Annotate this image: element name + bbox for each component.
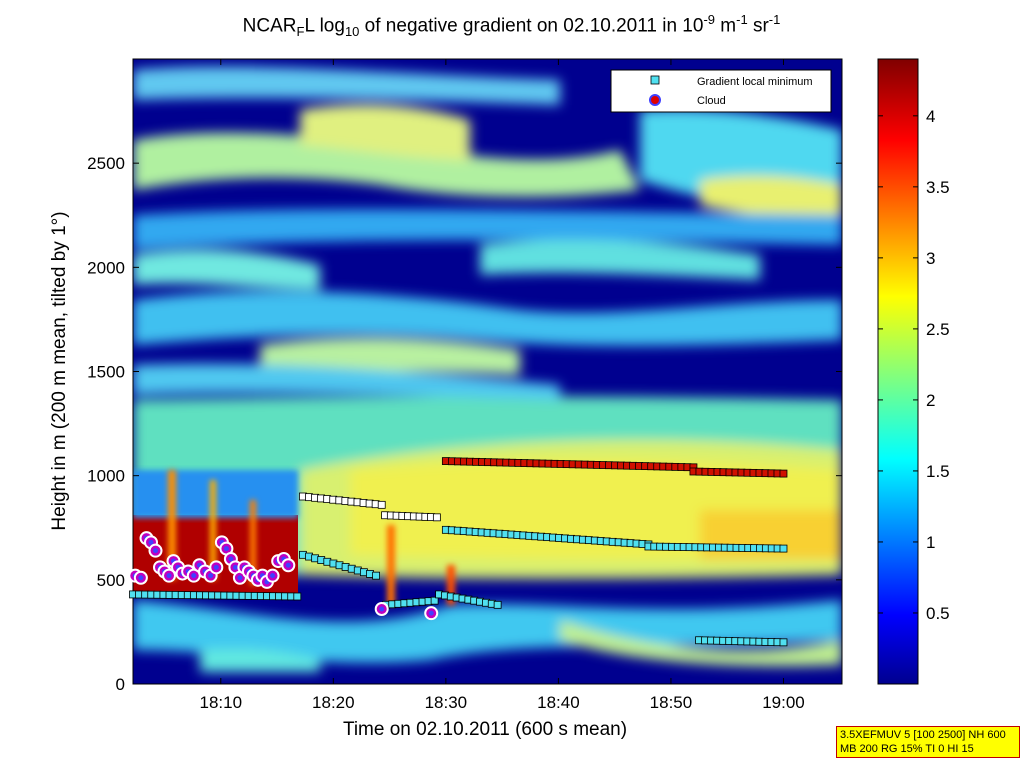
y-axis: 0 500 1000 1500 2000 2500 [87,154,842,694]
cloud-marker-core [428,610,434,616]
gradient-minimum-marker [377,500,386,509]
legend: Gradient local minimum Cloud [610,69,832,113]
legend-entry-cloud: Cloud [697,95,726,107]
y-tick-label: 500 [97,571,125,590]
colorbar-tick-label: 1.5 [926,462,950,481]
gradient-minimum-marker [779,544,788,553]
gradient-minimum-marker [430,596,439,605]
cloud-marker-core [223,546,229,552]
x-tick-label: 18:30 [425,693,468,712]
info-line-2: MB 200 RG 15% TI 0 HI 15 [840,743,974,755]
legend-square-marker [650,75,660,85]
cloud-marker-core [237,575,243,581]
legend-circle-marker [649,94,661,106]
gradient-minimum-marker [779,469,788,478]
series-markers [128,457,788,647]
y-tick-label: 2500 [87,154,125,173]
y-tick-label: 2000 [87,258,125,277]
cloud-marker-core [166,573,172,579]
gradient-minimum-marker [432,513,441,522]
colorbar-tick-label: 3.5 [926,178,950,197]
x-tick-label: 18:40 [537,693,580,712]
colorbar [877,58,919,685]
colorbar-tick-label: 4 [926,107,935,126]
cloud-marker-core [270,573,276,579]
x-tick-label: 19:00 [762,693,805,712]
cloud-marker-core [148,539,154,545]
cloud-marker-core [153,548,159,554]
cloud-marker-core [138,575,144,581]
cloud-marker-core [232,564,238,570]
colorbar-tick-label: 2.5 [926,320,950,339]
cloud-marker-core [379,606,385,612]
chart-title: NCARFL log10 of negative gradient on 02.… [242,12,781,40]
cloud-marker-core [228,556,234,562]
gradient-minimum-marker [779,638,788,647]
x-tick-label: 18:50 [650,693,693,712]
colorbar-ticks: 0.5 1 1.5 2 2.5 3 3.5 4 [878,107,950,623]
info-box: 3.5XEFMUV 5 [100 2500] NH 600 MB 200 RG … [836,726,1020,758]
heatmap-field [133,59,842,684]
y-tick-label: 0 [116,675,125,694]
x-tick-label: 18:20 [312,693,355,712]
colorbar-tick-label: 2 [926,391,935,410]
legend-entry-gradient: Gradient local minimum [697,76,813,88]
gradient-minimum-marker [493,600,502,609]
y-tick-label: 1000 [87,467,125,486]
cloud-marker-core [208,573,214,579]
cloud-marker-core [285,562,291,568]
y-axis-label: Height in m (200 m mean, tilted by 1°) [49,211,70,530]
colorbar-tick-label: 0.5 [926,604,950,623]
x-tick-label: 18:10 [200,693,243,712]
gradient-minimum-marker [372,571,380,580]
colorbar-tick-label: 1 [926,533,935,552]
cloud-marker-core [213,564,219,570]
info-line-1: 3.5XEFMUV 5 [100 2500] NH 600 [840,729,1006,741]
colorbar-tick-label: 3 [926,249,935,268]
x-axis-label: Time on 02.10.2011 (600 s mean) [343,719,627,740]
x-axis: 18:10 18:20 18:30 18:40 18:50 19:00 [200,59,805,712]
y-tick-label: 1500 [87,363,125,382]
cloud-marker-core [191,573,197,579]
gradient-minimum-marker [293,592,302,601]
